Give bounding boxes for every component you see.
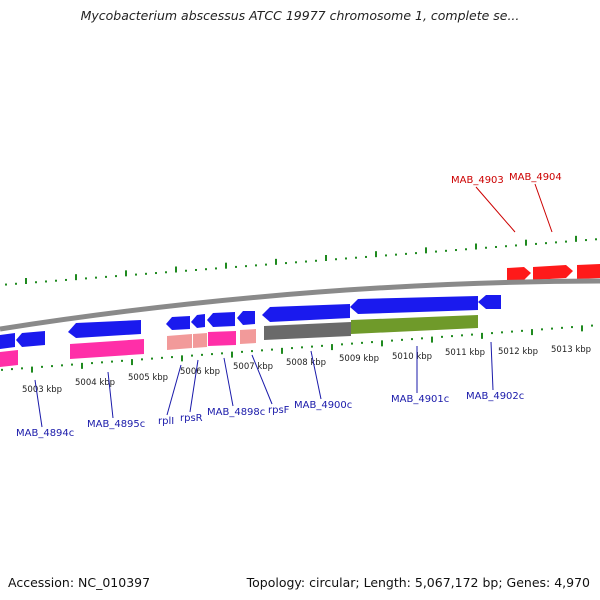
kbp-label: 5008 kbp [286, 358, 326, 368]
leader-line [223, 357, 234, 407]
gene-label-rpsf[interactable]: rpsF [268, 405, 290, 416]
feature-track [0, 315, 478, 367]
leader-line [475, 186, 516, 233]
ruler-labels: 5003 kbp 5004 kbp 5005 kbp 5006 kbp 5007 kbp… [22, 345, 591, 395]
feature-salmon-rplI[interactable] [167, 334, 192, 350]
gene-mab-4900c[interactable] [262, 304, 350, 322]
feature-pink-mab-4898c[interactable] [208, 331, 236, 346]
gene-rpsR[interactable] [191, 314, 205, 328]
forward-gene-track [507, 264, 600, 281]
leader-line [107, 371, 114, 419]
feature-salmon-rpsR[interactable] [193, 333, 207, 348]
feature-olive-mab-4901c[interactable] [351, 315, 478, 334]
gene-next-forward[interactable] [577, 264, 600, 279]
reverse-tick-track [1, 324, 593, 373]
gene-mab-4894c[interactable] [16, 331, 45, 347]
gene-mab-4898c[interactable] [207, 312, 235, 327]
leader-line [166, 364, 182, 416]
gene-label-rpsr[interactable]: rpsR [180, 413, 203, 424]
kbp-label: 5011 kbp [445, 348, 485, 358]
gene-rplI[interactable] [166, 316, 190, 330]
gene-mab-4901c[interactable] [350, 296, 478, 314]
kbp-label: 5013 kbp [551, 345, 591, 355]
feature-salmon-rpsF[interactable] [240, 329, 256, 344]
kbp-label: 5012 kbp [498, 347, 538, 357]
gene-reverse-partial[interactable] [0, 333, 15, 349]
gene-label-rpli[interactable]: rplI [158, 416, 174, 427]
leader-line [310, 350, 322, 400]
leader-line [251, 354, 273, 405]
reverse-gene-track [0, 295, 501, 349]
kbp-label: 5004 kbp [75, 378, 115, 388]
gene-label-mab-4904[interactable]: MAB_4904 [509, 172, 562, 183]
map-title: Mycobacterium abscessus ATCC 19977 chrom… [80, 8, 520, 23]
gene-label-mab-4903[interactable]: MAB_4903 [451, 175, 504, 186]
kbp-label: 5003 kbp [22, 385, 62, 395]
gene-label-mab-4894c[interactable]: MAB_4894c [16, 428, 74, 439]
leader-line [34, 379, 43, 428]
gene-mab-4904[interactable] [533, 265, 573, 280]
gene-mab-4902c[interactable] [478, 295, 501, 309]
feature-pink-mab-4895c[interactable] [70, 339, 144, 359]
kbp-label: 5010 kbp [392, 352, 432, 362]
leader-line [189, 359, 199, 413]
feature-gray-mab-4900c[interactable] [264, 322, 351, 340]
gene-labels: MAB_4894c MAB_4895c rplI rpsR MAB_4898c rpsF M… [16, 172, 562, 439]
accession-label: Accession: NC_010397 [8, 575, 151, 590]
genome-summary: Topology: circular; Length: 5,067,172 bp… [246, 575, 590, 590]
feature-pink-left[interactable] [0, 350, 18, 367]
gene-label-mab-4902c[interactable]: MAB_4902c [466, 391, 524, 402]
gene-mab-4895c[interactable] [68, 320, 141, 338]
chromosome-backbone [0, 278, 600, 332]
gene-label-mab-4895c[interactable]: MAB_4895c [87, 419, 145, 430]
kbp-label: 5009 kbp [339, 354, 379, 364]
leader-line [534, 183, 553, 233]
forward-tick-track [5, 235, 597, 286]
gene-mab-4903[interactable] [507, 267, 531, 281]
gene-label-mab-4901c[interactable]: MAB_4901c [391, 394, 449, 405]
leader-line [490, 341, 494, 391]
kbp-label: 5005 kbp [128, 373, 168, 383]
gene-label-mab-4900c[interactable]: MAB_4900c [294, 400, 352, 411]
kbp-label: 5006 kbp [180, 367, 220, 377]
gene-label-mab-4898c[interactable]: MAB_4898c [207, 407, 265, 418]
kbp-label: 5007 kbp [233, 362, 273, 372]
gene-rpsF[interactable] [237, 311, 255, 325]
